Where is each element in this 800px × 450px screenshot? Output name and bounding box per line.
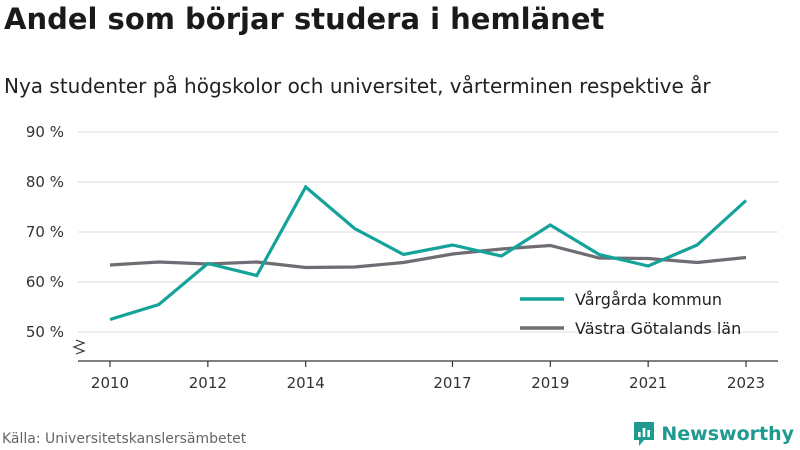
- y-tick-label: 50 %: [26, 323, 64, 341]
- brand-logo: Newsworthy: [632, 420, 794, 448]
- x-tick-label: 2021: [629, 374, 667, 392]
- x-tick-label: 2014: [287, 374, 325, 392]
- chart-subtitle: Nya studenter på högskolor och universit…: [4, 74, 711, 98]
- x-tick-label: 2019: [531, 374, 569, 392]
- brand-name: Newsworthy: [661, 423, 794, 445]
- y-tick-label: 60 %: [26, 273, 64, 291]
- x-axis: 2010 2012 2014 2017 2019 2021 2023: [78, 360, 778, 392]
- x-tick-label: 2010: [91, 374, 129, 392]
- line-chart: 50 %60 %70 %80 %90 % 2010 2012 2014 2017 201…: [26, 123, 778, 392]
- legend: Vårgårda kommun Västra Götalands län: [520, 290, 741, 338]
- x-tick-label: 2012: [189, 374, 227, 392]
- source-note: Källa: Universitetskanslersämbetet: [2, 431, 247, 447]
- series-line-1: [109, 243, 747, 270]
- y-tick-label: 90 %: [26, 123, 64, 141]
- y-axis: 50 % 60 % 70 % 80 % 90 %: [26, 123, 86, 355]
- axis-break-marker: [72, 339, 86, 355]
- x-tick-label: 2023: [727, 374, 765, 392]
- legend-label-0: Vårgårda kommun: [575, 290, 722, 309]
- series-lines: [109, 184, 748, 322]
- chart-title: Andel som börjar studera i hemlänet: [4, 2, 605, 36]
- newsworthy-logo-icon: [634, 422, 655, 446]
- gridlines: [78, 131, 778, 333]
- legend-label-1: Västra Götalands län: [575, 319, 741, 338]
- series-line-0: [109, 184, 748, 322]
- x-tick-label: 2017: [433, 374, 471, 392]
- y-tick-label: 70 %: [26, 223, 64, 241]
- y-tick-label: 80 %: [26, 173, 64, 191]
